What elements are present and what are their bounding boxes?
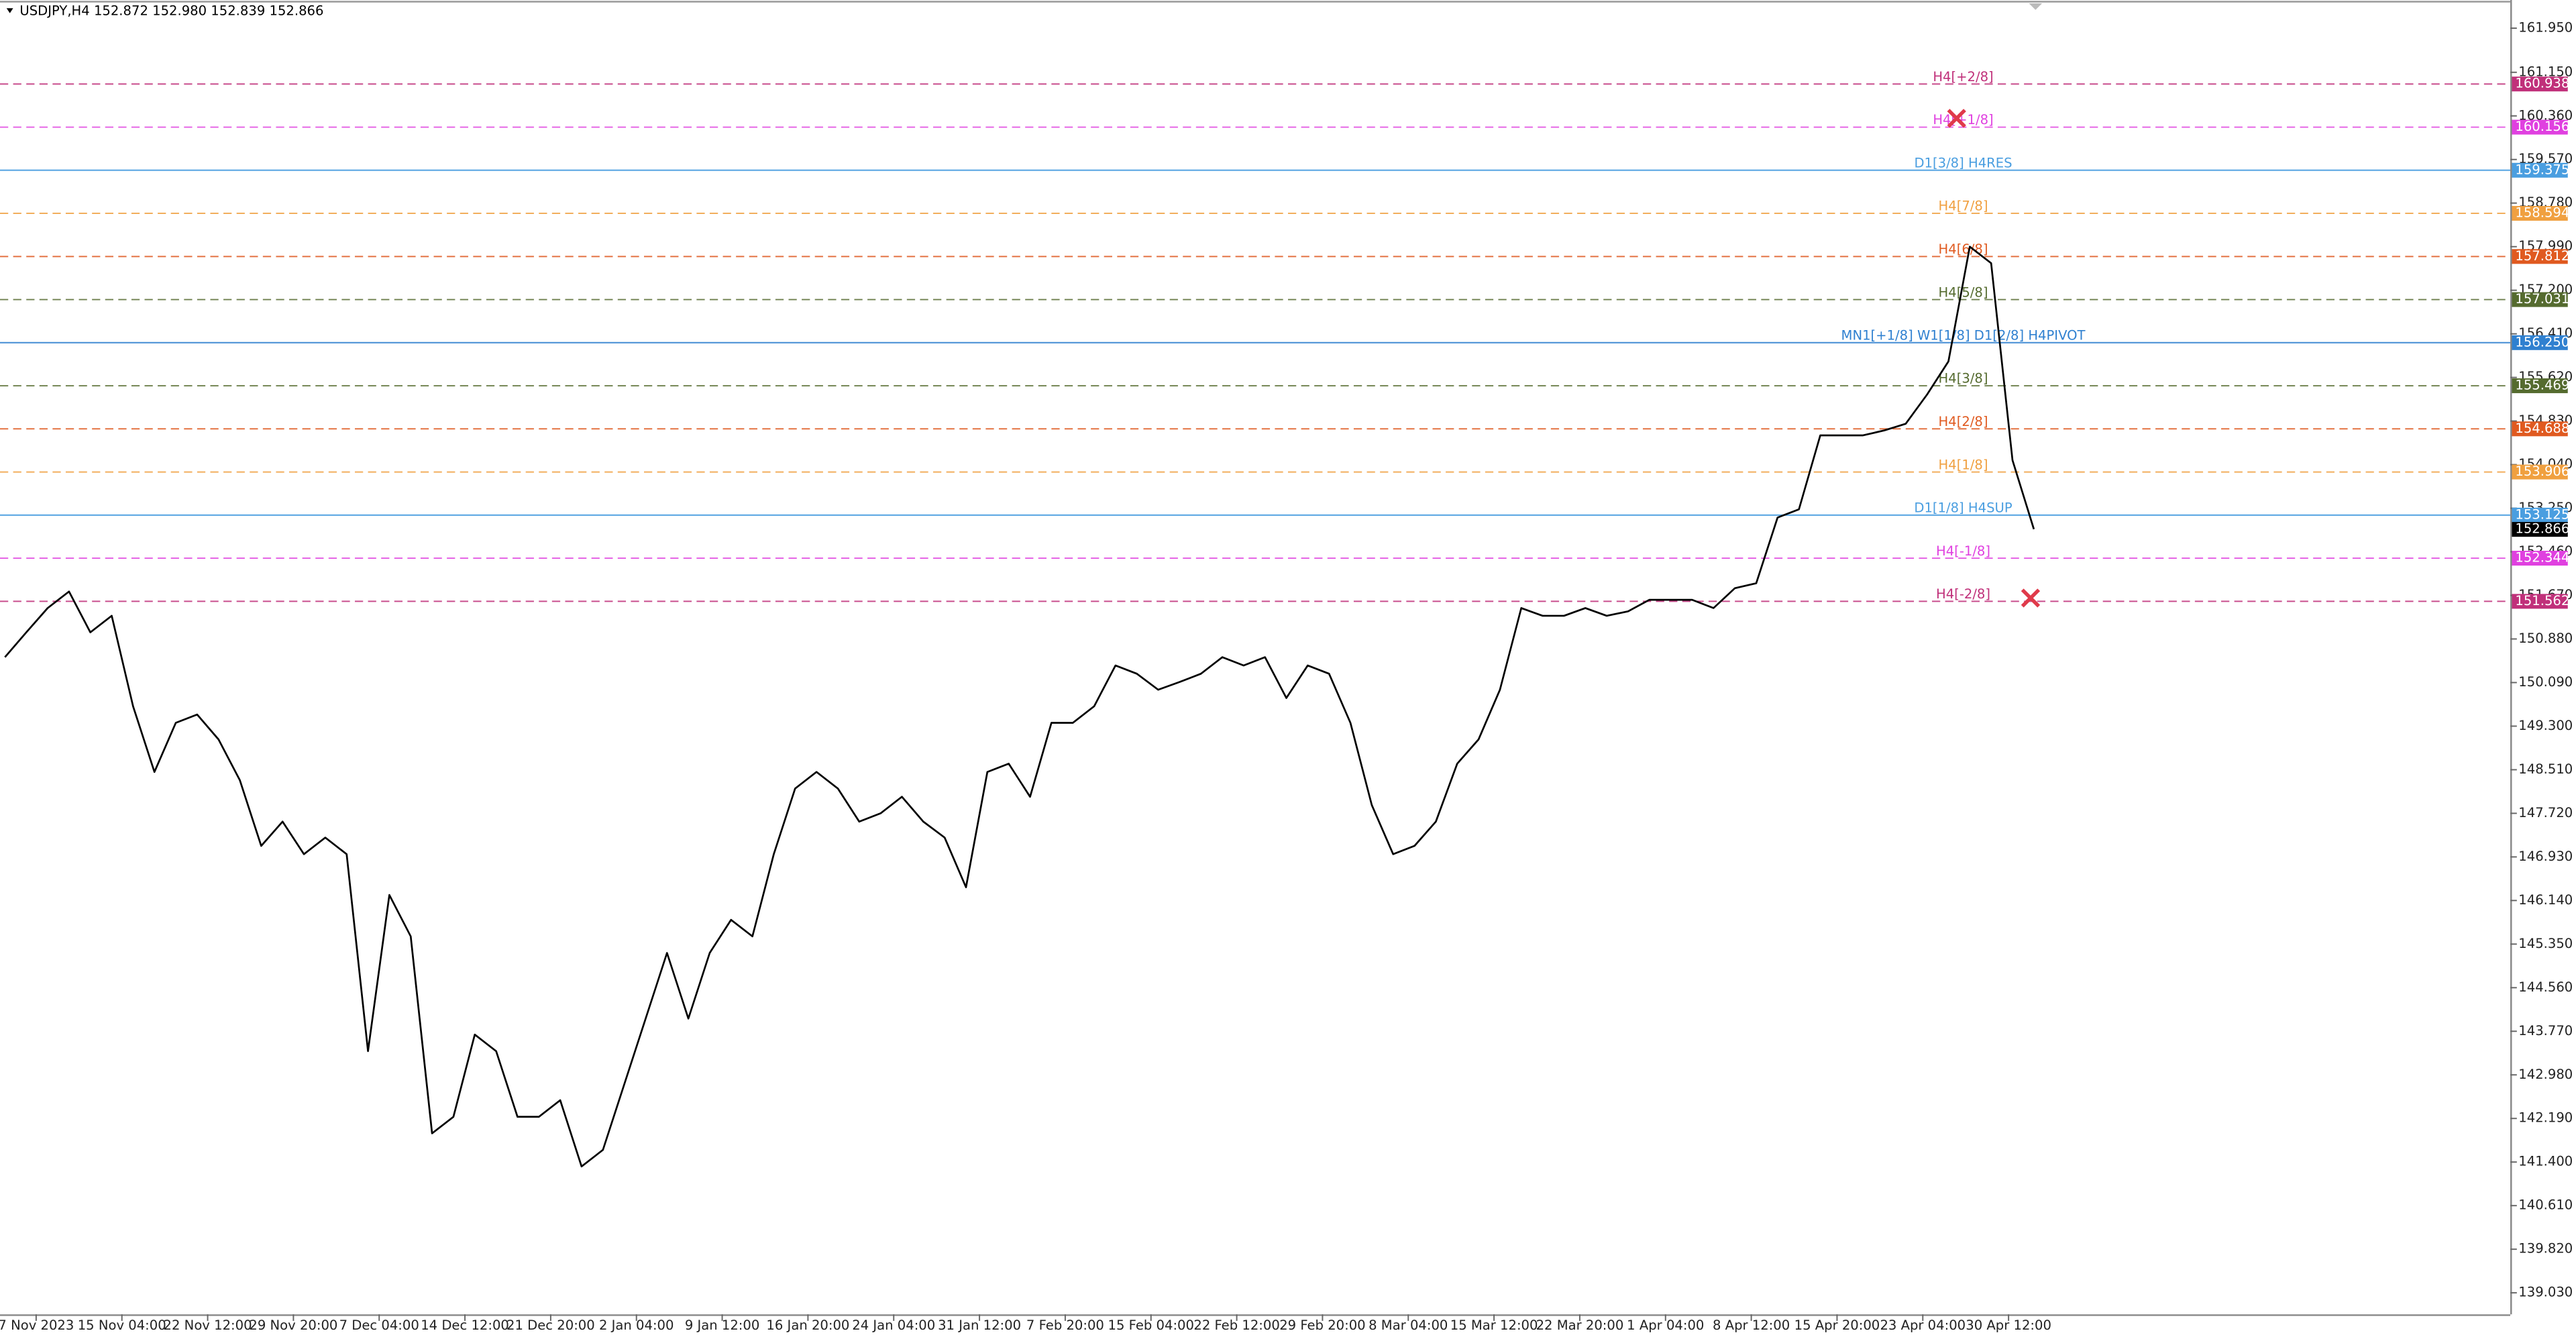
level-label: H4[3/8]: [1939, 371, 1988, 386]
level-label: H4[5/8]: [1939, 284, 1988, 300]
level-tag-label: 152.344: [2515, 550, 2569, 566]
level-label: H4[1/8]: [1939, 457, 1988, 472]
x-tick-label: 8 Mar 04:00: [1368, 1318, 1448, 1333]
level-tag-label: 153.906: [2515, 464, 2569, 479]
x-tick-label: 24 Jan 04:00: [852, 1318, 935, 1333]
x-tick-label: 21 Dec 20:00: [506, 1318, 595, 1333]
level-tag-label: 151.562: [2515, 593, 2569, 608]
level-label: H4[+1/8]: [1933, 112, 1993, 127]
level-tag: [2512, 464, 2568, 480]
x-tick-label: 16 Jan 20:00: [766, 1318, 849, 1333]
level-tag: [2512, 292, 2568, 307]
level-label: H4[6/8]: [1939, 242, 1988, 257]
y-tick-label: 147.720: [2518, 805, 2573, 820]
level-tag: [2512, 507, 2568, 523]
level-tag: [2512, 119, 2568, 135]
level-label: H4[-2/8]: [1936, 586, 1990, 602]
level-label: H4[2/8]: [1939, 414, 1988, 429]
y-tick-label: 160.360: [2518, 107, 2573, 123]
level-tag-label: 160.156: [2515, 119, 2569, 134]
y-tick-label: 149.300: [2518, 718, 2573, 733]
level-label: D1[3/8] H4RES: [1914, 155, 2012, 170]
cross-marker-top: [1947, 109, 1966, 128]
level-label: H4[7/8]: [1939, 199, 1988, 214]
level-tag: [2512, 162, 2568, 178]
x-tick-label: 7 Nov 2023: [0, 1318, 74, 1333]
current-price-label: 152.866: [2515, 521, 2569, 537]
level-tag-label: 157.812: [2515, 248, 2569, 264]
shift-marker: [2029, 3, 2043, 10]
y-tick-label: 141.400: [2518, 1154, 2573, 1169]
x-tick-label: 7 Dec 04:00: [339, 1318, 419, 1333]
x-tick-label: 22 Nov 12:00: [164, 1318, 252, 1333]
level-tag-label: 159.375: [2515, 162, 2569, 177]
level-tag-label: 156.250: [2515, 334, 2569, 350]
level-tag: [2512, 249, 2568, 264]
x-tick-label: 22 Mar 20:00: [1536, 1318, 1624, 1333]
y-tick-label: 142.190: [2518, 1110, 2573, 1126]
x-tick-label: 22 Feb 12:00: [1193, 1318, 1279, 1333]
y-tick-label: 146.140: [2518, 892, 2573, 908]
y-tick-label: 161.950: [2518, 19, 2573, 35]
level-tag-label: 157.031: [2515, 291, 2569, 307]
chart-title: USDJPY,H4 152.872 152.980 152.839 152.86…: [19, 3, 323, 19]
level-label: D1[1/8] H4SUP: [1914, 500, 2012, 516]
x-tick-label: 1 Apr 04:00: [1627, 1318, 1704, 1333]
x-tick-label: 30 Apr 12:00: [1966, 1318, 2051, 1333]
price-line: [4, 246, 2035, 1168]
x-tick-label: 15 Apr 20:00: [1794, 1318, 1880, 1333]
x-tick-label: 8 Apr 12:00: [1713, 1318, 1790, 1333]
x-tick-label: 2 Jan 04:00: [599, 1318, 674, 1333]
y-tick-label: 145.350: [2518, 936, 2573, 951]
level-tag: [2512, 76, 2568, 92]
y-tick-label: 150.880: [2518, 631, 2573, 646]
y-tick-label: 148.510: [2518, 761, 2573, 777]
x-tick-label: 29 Nov 20:00: [249, 1318, 337, 1333]
y-tick-label: 143.770: [2518, 1023, 2573, 1038]
level-tag-label: 153.125: [2515, 506, 2569, 522]
levels: H4[+2/8] H4[+1/8] D1[3/8] H4RES H4[7/8] H4[6…: [0, 69, 2511, 602]
x-tick-label: 23 Apr 04:00: [1880, 1318, 1966, 1333]
y-tick-label: 161.150: [2518, 64, 2573, 79]
y-tick-label: 150.090: [2518, 674, 2573, 690]
x-tick-label: 15 Feb 04:00: [1108, 1318, 1194, 1333]
level-tag: [2512, 551, 2568, 566]
level-tag-label: 155.469: [2515, 378, 2569, 393]
level-tag: [2512, 594, 2568, 609]
y-tick-label: 144.560: [2518, 979, 2573, 995]
x-tick-label: 14 Dec 12:00: [421, 1318, 509, 1333]
x-tick-label: 31 Jan 12:00: [938, 1318, 1021, 1333]
level-tag-label: 154.688: [2515, 421, 2569, 436]
y-tick-label: 142.980: [2518, 1067, 2573, 1082]
x-tick-label: 9 Jan 12:00: [685, 1318, 760, 1333]
x-tick-label: 15 Nov 04:00: [78, 1318, 166, 1333]
level-tag-label: 160.938: [2515, 76, 2569, 91]
y-tick-label: 139.030: [2518, 1285, 2573, 1300]
x-tick-label: 7 Feb 20:00: [1026, 1318, 1104, 1333]
axes: 161.950161.150160.360159.570158.780157.9…: [0, 19, 2573, 1332]
level-tag: [2512, 421, 2568, 437]
y-tick-label: 139.820: [2518, 1241, 2573, 1256]
level-label: H4[-1/8]: [1936, 543, 1990, 559]
x-tick-label: 15 Mar 12:00: [1450, 1318, 1538, 1333]
level-label: H4[+2/8]: [1933, 69, 1993, 85]
level-label: MN1[+1/8] W1[1/8] D1[2/8] H4PIVOT: [1841, 328, 2086, 343]
x-tick-label: 29 Feb 20:00: [1279, 1318, 1365, 1333]
current-price-tag: [2512, 522, 2568, 537]
level-tag-label: 158.594: [2515, 205, 2569, 221]
cross-marker-bottom: [2021, 588, 2041, 608]
y-tick-label: 159.570: [2518, 151, 2573, 166]
level-tag: [2512, 205, 2568, 221]
plot: [4, 246, 2035, 1168]
y-tick-label: 146.930: [2518, 849, 2573, 864]
y-tick-label: 140.610: [2518, 1197, 2573, 1213]
menu-triangle[interactable]: [6, 8, 13, 13]
level-tag: [2512, 378, 2568, 394]
level-tag: [2512, 335, 2568, 350]
